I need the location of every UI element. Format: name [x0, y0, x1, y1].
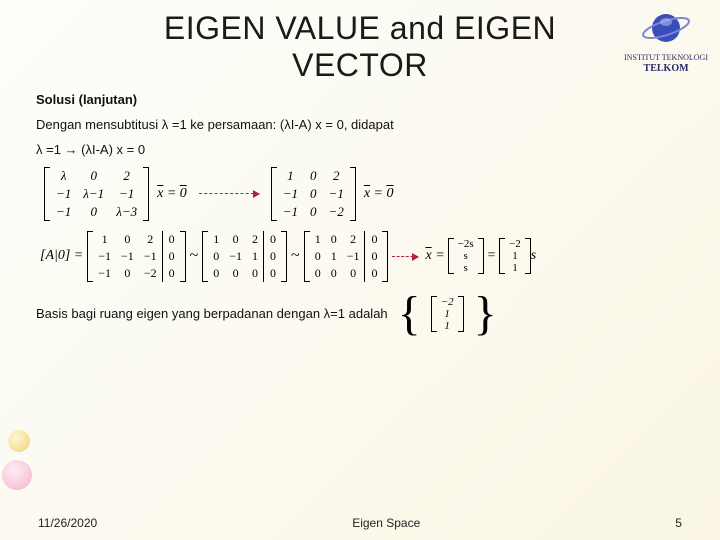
section-heading: Solusi (lanjutan) — [36, 92, 684, 107]
planet-icon — [637, 8, 695, 52]
basis-text: Basis bagi ruang eigen yang berpadanan d… — [36, 306, 388, 321]
matrix-A-numeric: 102−10−1−10−2 — [271, 167, 356, 221]
aug-label: [A|0] = — [40, 248, 83, 264]
intro-text: Dengan mensubtitusi λ =1 ke persamaan: (… — [36, 117, 684, 132]
slide-content: Solusi (lanjutan) Dengan mensubtitusi λ … — [0, 84, 720, 338]
tilde-1: ~ — [190, 247, 199, 265]
solution-scalar: s — [531, 248, 536, 264]
title-line1: EIGEN VALUE and EIGEN — [164, 10, 556, 46]
footer-page: 5 — [675, 516, 682, 530]
aug-matrix-3: 102001−100000 — [304, 231, 389, 282]
aug-matrix-1: 1020−1−1−10−10−20 — [87, 231, 185, 282]
vector-x-2: x — [364, 186, 370, 201]
basis-vector: −211 — [431, 296, 464, 332]
curly-left-icon: { — [398, 290, 421, 338]
curly-right-icon: } — [474, 290, 497, 338]
tilde-2: ~ — [291, 247, 300, 265]
dashed-arrow-icon — [199, 193, 259, 194]
row-reduction: [A|0] = 1020−1−1−10−10−20 ~ 10200−110000… — [40, 231, 684, 282]
vector-x: x — [157, 186, 163, 201]
matrix-A-symbolic: λ02−1λ−1−1−10λ−3 — [44, 167, 149, 221]
footer-date: 11/26/2020 — [38, 516, 97, 530]
decorative-bubble-pink — [2, 460, 32, 490]
solution-symbolic: −2sss — [448, 238, 484, 274]
slide-footer: 11/26/2020 Eigen Space 5 — [0, 516, 720, 530]
logo-line2: TELKOM — [624, 63, 708, 74]
xbar: x — [425, 248, 431, 263]
eq-sign: = — [167, 186, 176, 201]
dashed-arrow-icon-2 — [392, 256, 418, 257]
decorative-bubble-yellow — [8, 430, 30, 452]
logo-line1: INSTITUT TEKNOLOGI — [624, 54, 708, 63]
institution-logo: INSTITUT TEKNOLOGI TELKOM — [624, 8, 708, 74]
aug-matrix-2: 10200−1100000 — [202, 231, 287, 282]
basis-row: Basis bagi ruang eigen yang berpadanan d… — [36, 290, 684, 338]
zero-vec-2: 0 — [387, 186, 394, 201]
page-title: EIGEN VALUE and EIGEN VECTOR — [0, 0, 720, 84]
equation-row-1: λ02−1λ−1−1−10λ−3 x = 0 102−10−1−10−2 x =… — [44, 167, 684, 221]
footer-center: Eigen Space — [352, 516, 420, 530]
title-line2: VECTOR — [292, 47, 428, 83]
step-text: λ =1 → (λI-A) x = 0 — [36, 142, 684, 157]
solution-vector: −211 — [499, 238, 531, 274]
zero-vec: 0 — [180, 186, 187, 201]
